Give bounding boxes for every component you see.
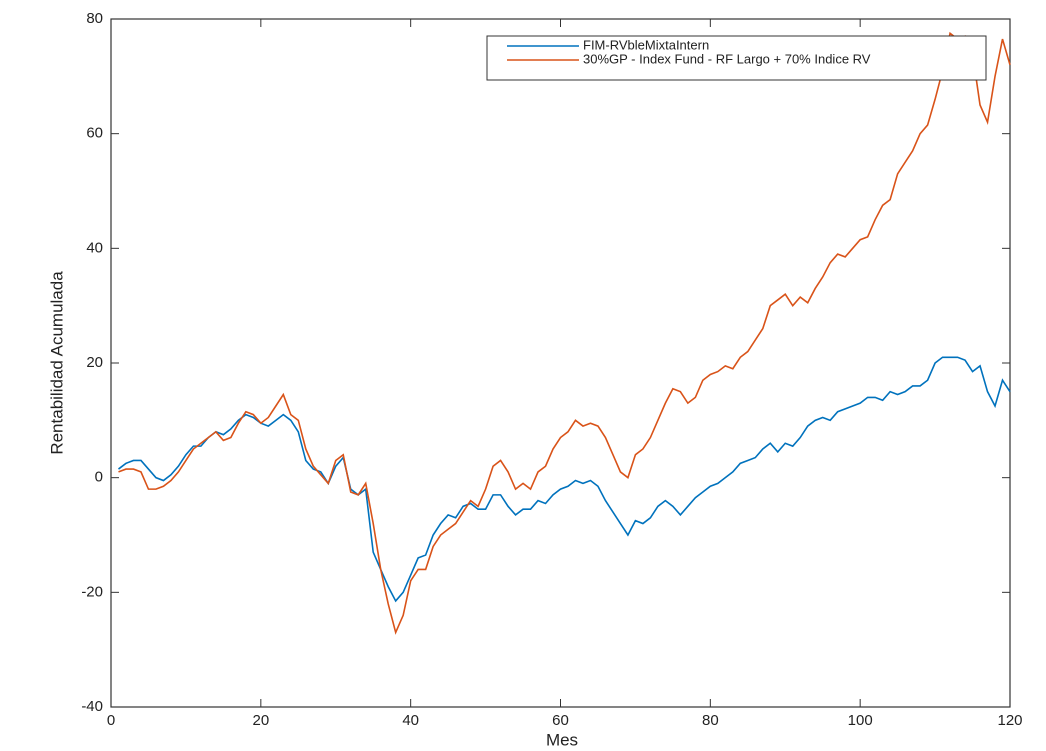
y-tick-label: 20 — [86, 354, 103, 371]
legend-text: 30%GP - Index Fund - RF Largo + 70% Indi… — [583, 51, 871, 66]
x-tick-label: 0 — [107, 712, 115, 729]
x-tick-label: 100 — [848, 712, 873, 729]
y-axis-label: Rentabilidad Acumulada — [47, 271, 66, 455]
x-tick-label: 120 — [997, 712, 1022, 729]
y-tick-label: 60 — [86, 125, 103, 142]
y-tick-label: -40 — [81, 698, 103, 715]
y-tick-label: 80 — [86, 10, 103, 27]
x-tick-label: 40 — [402, 712, 419, 729]
x-tick-label: 80 — [702, 712, 719, 729]
x-tick-label: 20 — [252, 712, 269, 729]
y-tick-label: -20 — [81, 583, 103, 600]
line — [118, 356, 1011, 603]
legend-text: FIM-RVbleMixtaIntern — [583, 37, 709, 52]
x-axis-label: Mes — [546, 730, 578, 749]
line — [118, 31, 1011, 635]
x-tick-label: 60 — [552, 712, 569, 729]
plot-area — [110, 18, 1011, 708]
y-tick-label: 40 — [86, 239, 103, 256]
y-tick-label: 0 — [95, 469, 103, 486]
legend-box — [486, 35, 987, 81]
